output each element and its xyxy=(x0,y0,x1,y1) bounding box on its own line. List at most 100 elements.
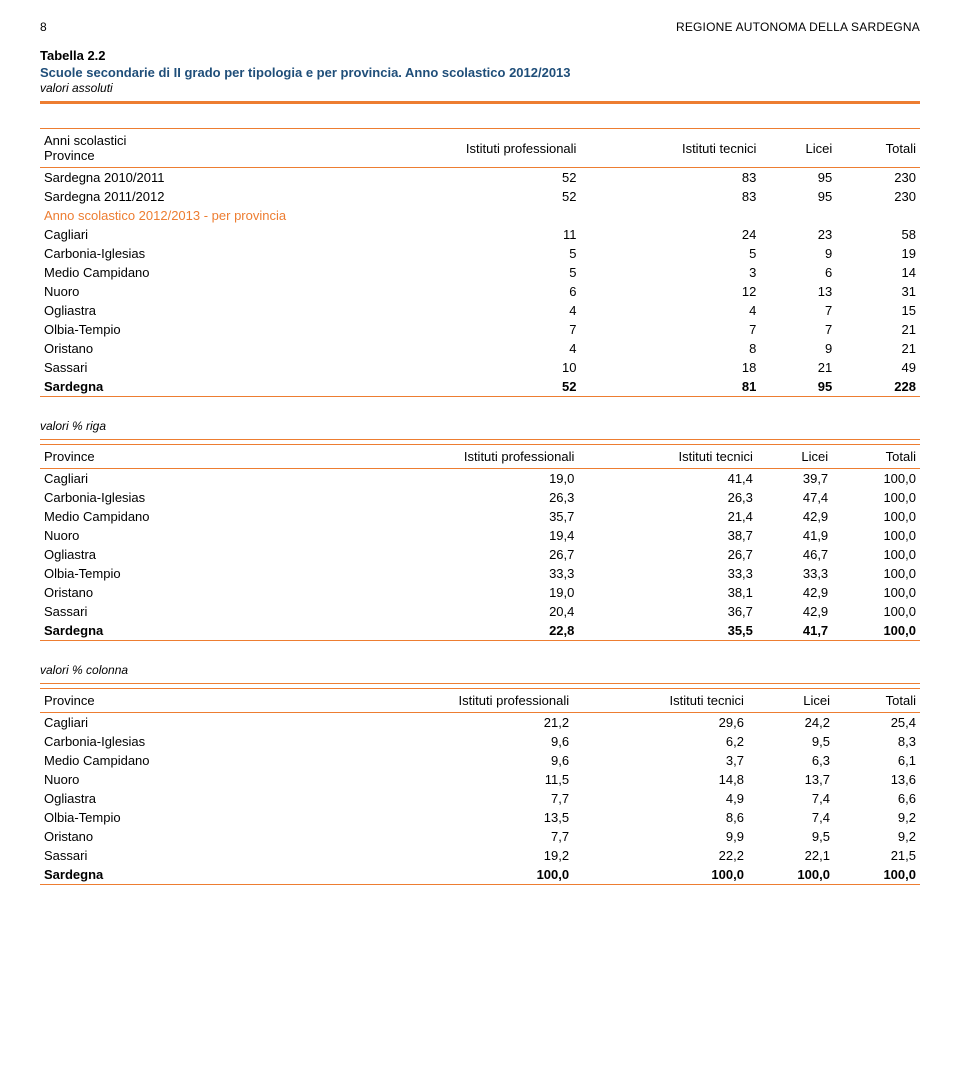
page: 8 REGIONE AUTONOMA DELLA SARDEGNA Tabell… xyxy=(0,0,960,937)
table-row: Ogliastra26,726,746,7100,0 xyxy=(40,545,920,564)
cell-value: 46,7 xyxy=(757,545,832,564)
cell-value: 42,9 xyxy=(757,583,832,602)
cell-value: 35,5 xyxy=(578,621,757,641)
cell-value: 9,2 xyxy=(834,827,920,846)
table-title: Scuole secondarie di II grado per tipolo… xyxy=(40,65,920,80)
cell-value: 100,0 xyxy=(834,865,920,885)
cell-value: 6,6 xyxy=(834,789,920,808)
col-header-rowlabel: Province xyxy=(40,689,322,713)
table-row: Ogliastra44715 xyxy=(40,301,920,320)
cell-value: 31 xyxy=(836,282,920,301)
cell-value: 33,3 xyxy=(757,564,832,583)
row-label: Oristano xyxy=(40,827,322,846)
row-label: Ogliastra xyxy=(40,789,322,808)
cell-value: 18 xyxy=(580,358,760,377)
row-label: Sardegna xyxy=(40,621,322,641)
table-percent-row: Province Istituti professionali Istituti… xyxy=(40,444,920,641)
cell-value: 4 xyxy=(322,301,581,320)
cell-value: 52 xyxy=(322,187,581,206)
col-header-licei: Licei xyxy=(748,689,834,713)
table-row: Nuoro11,514,813,713,6 xyxy=(40,770,920,789)
cell-value: 38,7 xyxy=(578,526,757,545)
cell-value: 19,0 xyxy=(322,583,579,602)
cell-value: 22,8 xyxy=(322,621,579,641)
cell-value: 26,3 xyxy=(322,488,579,507)
section-label: valori % riga xyxy=(40,419,920,433)
table-row: Nuoro6121331 xyxy=(40,282,920,301)
row-label: Sassari xyxy=(40,846,322,865)
cell-value: 8 xyxy=(580,339,760,358)
cell-value: 41,9 xyxy=(757,526,832,545)
section-absolute-values: Anni scolastici Province Istituti profes… xyxy=(40,128,920,397)
row-label: Sardegna xyxy=(40,377,322,397)
cell-value: 100,0 xyxy=(832,583,920,602)
cell-value: 9,5 xyxy=(748,732,834,751)
row-label: Sassari xyxy=(40,358,322,377)
col-header-tecnici: Istituti tecnici xyxy=(580,129,760,168)
table-percent-column: Province Istituti professionali Istituti… xyxy=(40,688,920,885)
table-header-row: Province Istituti professionali Istituti… xyxy=(40,689,920,713)
cell-value: 100,0 xyxy=(832,621,920,641)
cell-value: 36,7 xyxy=(578,602,757,621)
cell-value: 49 xyxy=(836,358,920,377)
cell-value: 24 xyxy=(580,225,760,244)
row-label: Sardegna 2011/2012 xyxy=(40,187,322,206)
region-name: REGIONE AUTONOMA DELLA SARDEGNA xyxy=(676,20,920,34)
cell-value: 11,5 xyxy=(322,770,574,789)
cell-value: 100,0 xyxy=(832,602,920,621)
table-number: Tabella 2.2 xyxy=(40,48,920,63)
cell-value: 13,7 xyxy=(748,770,834,789)
table-row: Medio Campidano53614 xyxy=(40,263,920,282)
cell-value: 230 xyxy=(836,187,920,206)
cell-value: 26,3 xyxy=(578,488,757,507)
cell-value: 42,9 xyxy=(757,602,832,621)
table-row: Carbonia-Iglesias55919 xyxy=(40,244,920,263)
cell-value: 100,0 xyxy=(832,469,920,489)
running-header: 8 REGIONE AUTONOMA DELLA SARDEGNA xyxy=(40,20,920,34)
cell-value: 95 xyxy=(760,187,836,206)
cell-value: 100,0 xyxy=(832,526,920,545)
divider-thin xyxy=(40,683,920,684)
table-row: Cagliari19,041,439,7100,0 xyxy=(40,469,920,489)
cell-value: 13,5 xyxy=(322,808,574,827)
cell-value: 4,9 xyxy=(573,789,748,808)
cell-value: 21 xyxy=(760,358,836,377)
table-row: Nuoro19,438,741,9100,0 xyxy=(40,526,920,545)
cell-value: 11 xyxy=(322,225,581,244)
row-label: Medio Campidano xyxy=(40,507,322,526)
cell-value: 100,0 xyxy=(322,865,574,885)
cell-value: 19,2 xyxy=(322,846,574,865)
table-row: Ogliastra7,74,97,46,6 xyxy=(40,789,920,808)
table-row: Carbonia-Iglesias26,326,347,4100,0 xyxy=(40,488,920,507)
col-header-professionali: Istituti professionali xyxy=(322,445,579,469)
table-row: Medio Campidano9,63,76,36,1 xyxy=(40,751,920,770)
cell-value: 6,1 xyxy=(834,751,920,770)
section-label: valori % colonna xyxy=(40,663,920,677)
cell-value: 19,4 xyxy=(322,526,579,545)
col-header-licei: Licei xyxy=(760,129,836,168)
col-header-professionali: Istituti professionali xyxy=(322,689,574,713)
cell-value: 100,0 xyxy=(832,507,920,526)
cell-value: 52 xyxy=(322,168,581,188)
cell-value: 7,7 xyxy=(322,827,574,846)
cell-value: 9,6 xyxy=(322,751,574,770)
row-label: Ogliastra xyxy=(40,545,322,564)
cell-value: 52 xyxy=(322,377,581,397)
row-label: Olbia-Tempio xyxy=(40,808,322,827)
cell-value: 22,2 xyxy=(573,846,748,865)
section-percent-row: valori % riga Province Istituti professi… xyxy=(40,419,920,641)
cell-value: 83 xyxy=(580,187,760,206)
cell-value: 33,3 xyxy=(322,564,579,583)
cell-value: 7 xyxy=(760,301,836,320)
cell-value: 7 xyxy=(322,320,581,339)
row-label: Oristano xyxy=(40,583,322,602)
cell-value: 21,4 xyxy=(578,507,757,526)
section-percent-column: valori % colonna Province Istituti profe… xyxy=(40,663,920,885)
row-label: Sassari xyxy=(40,602,322,621)
cell-value: 100,0 xyxy=(573,865,748,885)
col-header-totali: Totali xyxy=(832,445,920,469)
table-heading-block: Tabella 2.2 Scuole secondarie di II grad… xyxy=(40,48,920,95)
col-header-totali: Totali xyxy=(834,689,920,713)
row-label: Ogliastra xyxy=(40,301,322,320)
cell-value: 41,7 xyxy=(757,621,832,641)
